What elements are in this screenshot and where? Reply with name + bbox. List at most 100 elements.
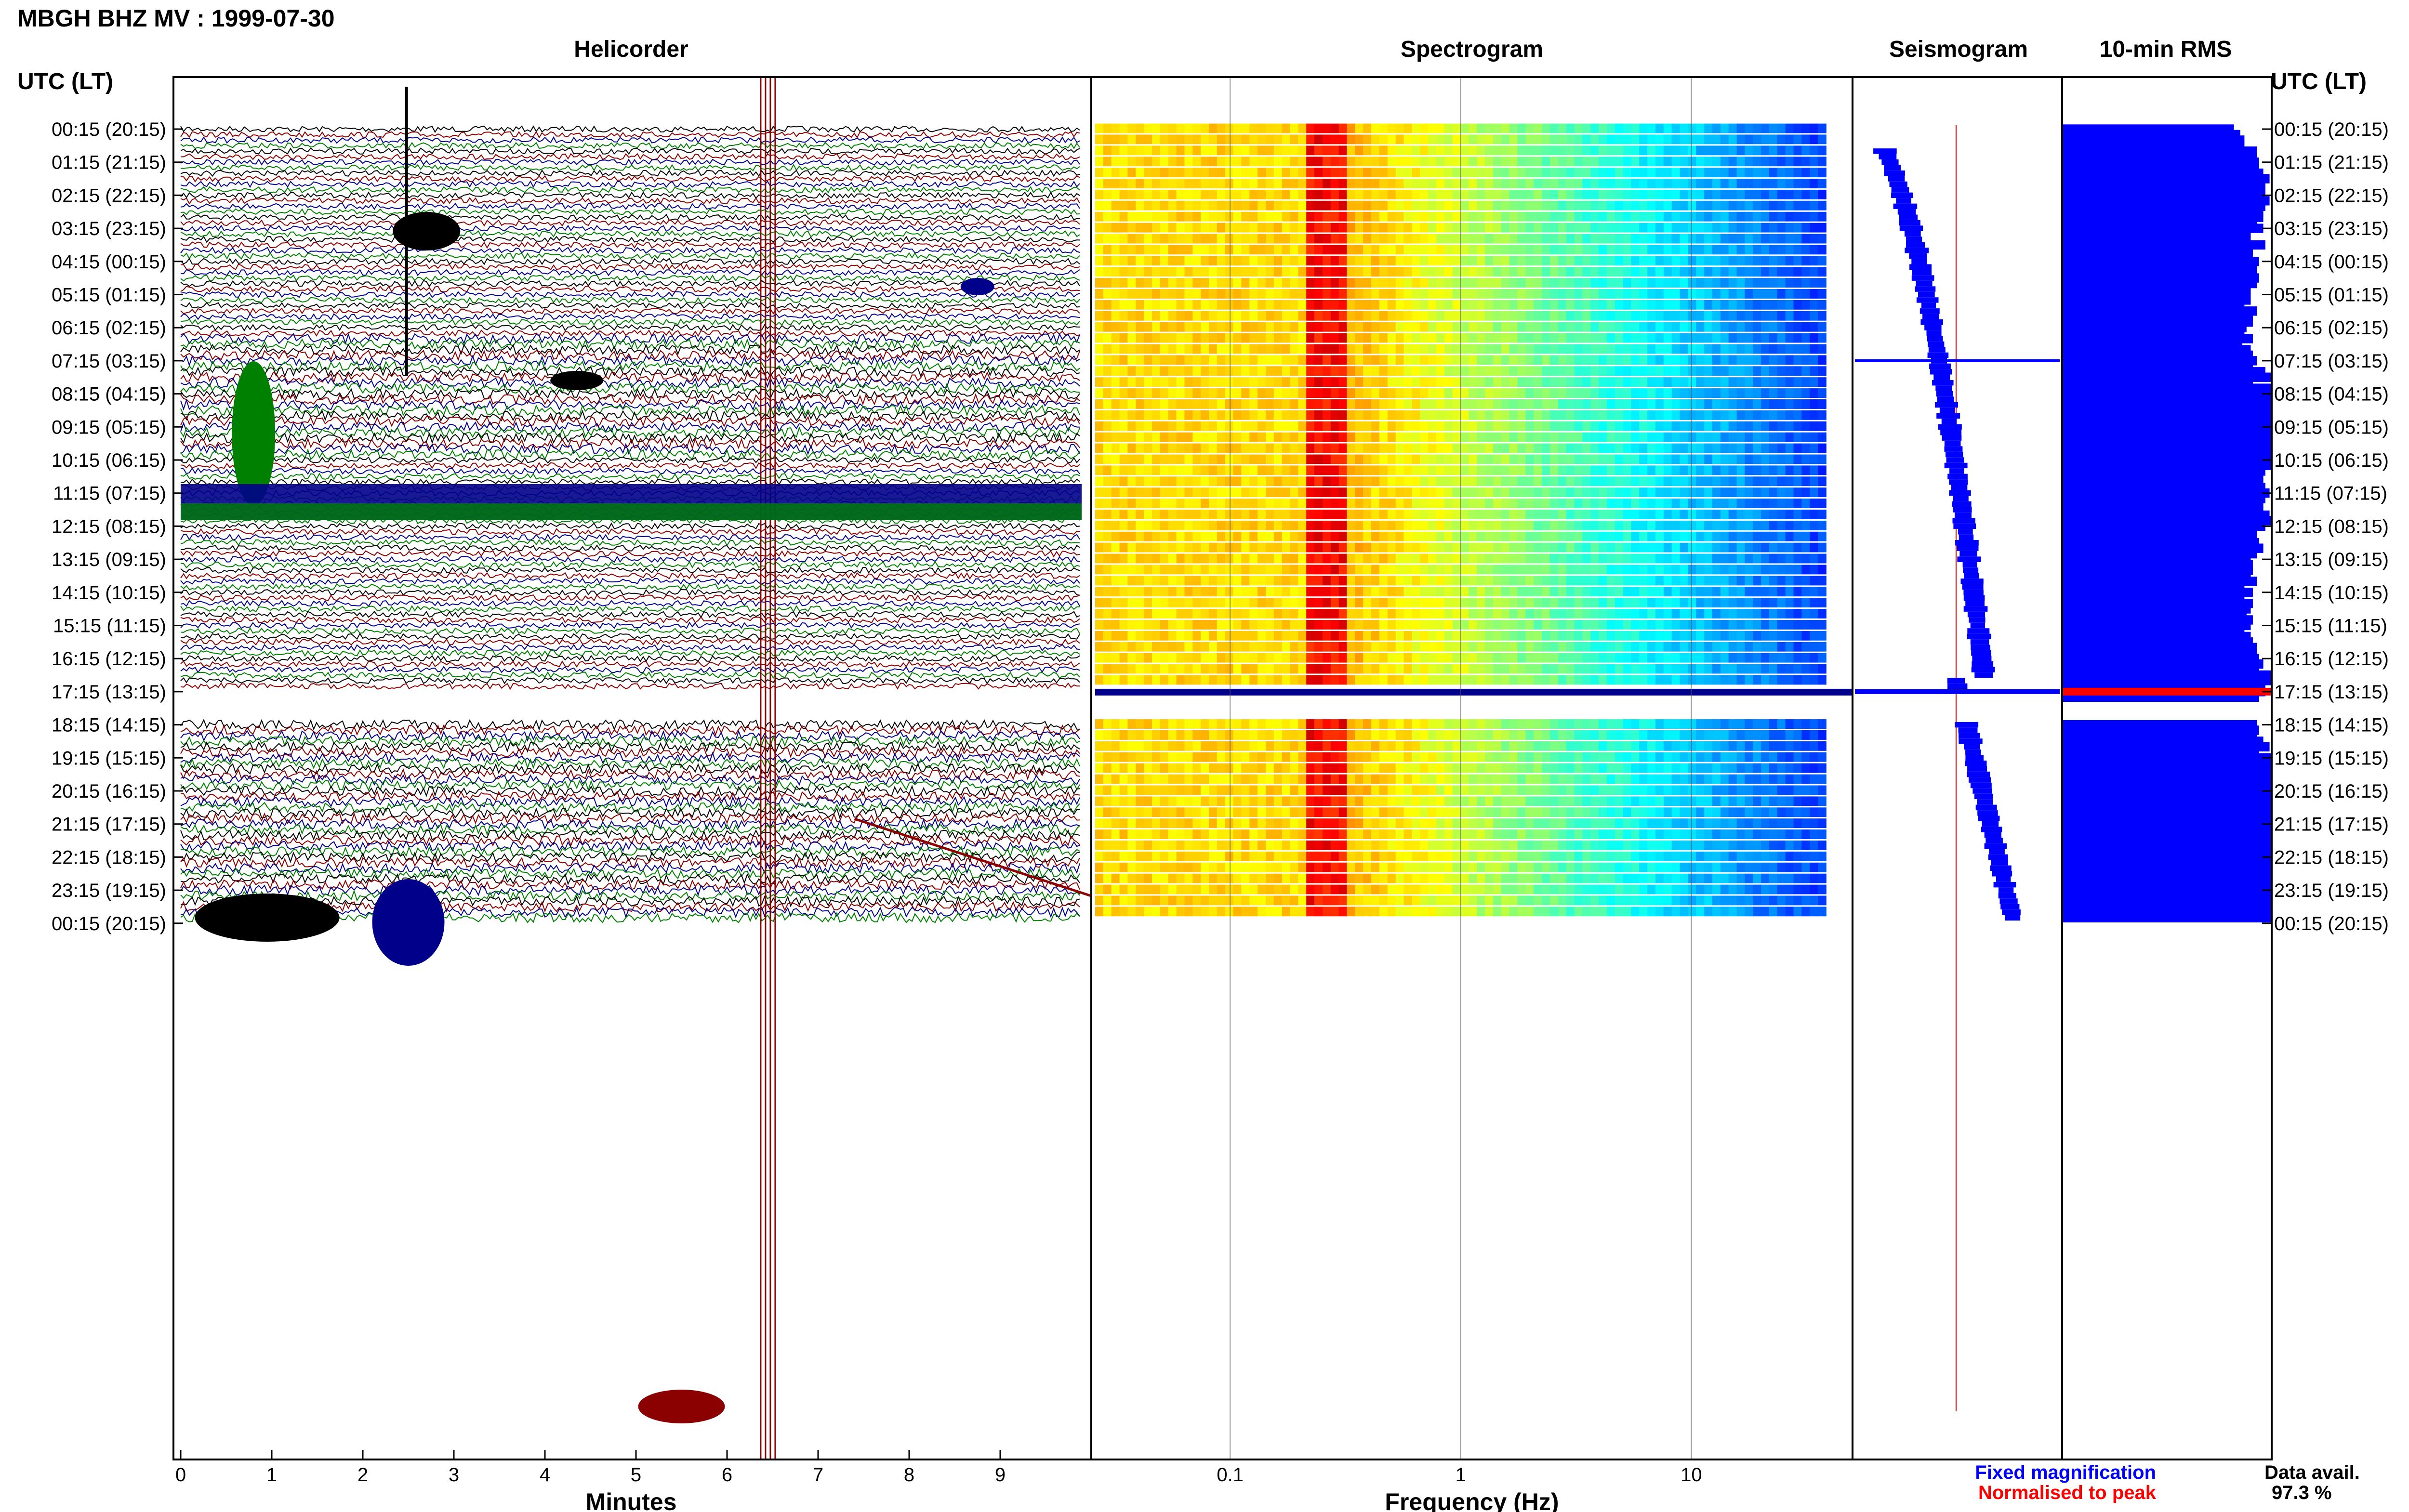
spectrogram-cell — [1769, 300, 1778, 310]
spectrogram-cell — [1655, 134, 1664, 145]
spectrogram-cell — [1217, 189, 1226, 199]
spectrogram-cell — [1176, 134, 1185, 145]
helicorder-trace-row — [180, 467, 1080, 475]
spectrogram-cell — [1736, 366, 1746, 376]
spectrogram-cell — [1249, 256, 1258, 266]
spectrogram-cell — [1736, 267, 1746, 277]
spectrogram-cell — [1290, 267, 1299, 277]
spectrogram-cell — [1801, 200, 1811, 210]
spectrogram-cell — [1542, 245, 1550, 255]
spectrogram-cell — [1111, 499, 1120, 508]
spectrogram-cell — [1266, 157, 1274, 167]
spectrogram-cell — [1160, 510, 1169, 519]
spectrogram-cell — [1769, 355, 1778, 365]
spectrogram-cell — [1728, 157, 1737, 167]
spectrogram-cell — [1801, 675, 1811, 685]
spectrogram-cell — [1477, 333, 1485, 343]
spectrogram-cell — [1549, 355, 1559, 365]
spectrogram-cell — [1371, 741, 1380, 751]
spectrogram-cell — [1810, 157, 1818, 167]
spectrogram-cell — [1249, 355, 1258, 365]
spectrogram-cell — [1217, 521, 1226, 530]
spectrogram-cell — [1680, 322, 1689, 332]
spectrogram-cell — [1314, 719, 1323, 729]
spectrogram-cell — [1127, 399, 1137, 409]
spectrogram-cell — [1712, 388, 1721, 398]
spectrogram-cell — [1477, 565, 1485, 575]
spectrogram-cell — [1810, 675, 1818, 685]
spectrogram-cell — [1152, 587, 1161, 597]
spectrogram-cell — [1127, 300, 1137, 310]
spectrogram-cell — [1347, 565, 1356, 575]
spectrogram-cell — [1590, 366, 1599, 376]
spectrogram-cell — [1509, 642, 1518, 652]
spectrogram-cell — [1338, 531, 1348, 541]
spectrogram-cell — [1257, 300, 1266, 310]
spectrogram-cell — [1387, 223, 1396, 233]
spectrogram-cell — [1485, 576, 1494, 586]
spectrogram-cell — [1696, 179, 1705, 188]
spectrogram-cell — [1168, 465, 1177, 475]
spectrogram-cell — [1493, 421, 1502, 431]
spectrogram-cell — [1168, 664, 1177, 674]
spectrogram-cell — [1127, 499, 1137, 508]
spectrogram-cell — [1233, 609, 1242, 618]
spectrogram-cell — [1184, 675, 1193, 685]
spectrogram-cell — [1412, 256, 1421, 266]
spectrogram-cell — [1192, 531, 1201, 541]
spectrogram-cell — [1606, 454, 1615, 464]
spectrogram-cell — [1233, 664, 1242, 674]
spectrogram-cell — [1257, 432, 1266, 442]
spectrogram-cell — [1192, 499, 1201, 508]
spectrogram-cell — [1233, 145, 1242, 156]
spectrogram-cell — [1119, 432, 1128, 442]
spectrogram-cell — [1298, 465, 1307, 475]
spectrogram-cell — [1785, 333, 1794, 343]
spectrogram-cell — [1615, 642, 1624, 652]
spectrogram-cell — [1314, 631, 1323, 641]
spectrogram-cell — [1655, 168, 1664, 178]
spectrogram-cell — [1793, 366, 1802, 376]
spectrogram-cell — [1136, 200, 1144, 210]
spectrogram-cell — [1801, 587, 1811, 597]
spectrogram-cell — [1436, 598, 1445, 608]
spectrogram-cell — [1631, 454, 1640, 464]
spectrogram-image: 0.1 1 10 — [1095, 77, 1853, 1486]
spectrogram-cell — [1330, 565, 1339, 575]
spectrogram-cell — [1549, 719, 1559, 729]
spectrogram-cell — [1509, 179, 1518, 188]
spectrogram-cell — [1606, 123, 1615, 133]
spectrogram-cell — [1680, 179, 1689, 188]
spectrogram-cell — [1168, 642, 1177, 652]
spectrogram-cell — [1793, 333, 1802, 343]
spectrogram-cell — [1818, 476, 1827, 486]
spectrogram-cell — [1509, 465, 1518, 475]
spectrogram-cell — [1517, 145, 1526, 156]
spectrogram-cell — [1639, 179, 1648, 188]
spectrogram-cell — [1176, 653, 1185, 663]
spectrogram-cell — [1493, 189, 1502, 199]
spectrogram-cell — [1428, 145, 1437, 156]
helicorder-trace-row — [180, 895, 1080, 907]
spectrogram-cell — [1696, 719, 1705, 729]
spectrogram-cell — [1785, 421, 1794, 431]
spectrogram-cell — [1290, 245, 1299, 255]
spectrogram-cell — [1306, 289, 1315, 299]
spectrogram-cell — [1266, 598, 1274, 608]
spectrogram-cell — [1777, 256, 1786, 266]
spectrogram-cell — [1509, 421, 1518, 431]
spectrogram-cell — [1793, 642, 1802, 652]
spectrogram-cell — [1534, 510, 1542, 519]
spectrogram-cell — [1647, 179, 1656, 188]
spectrogram-cell — [1469, 179, 1478, 188]
spectrogram-cell — [1119, 653, 1128, 663]
spectrogram-cell — [1525, 499, 1534, 508]
spectrogram-cell — [1631, 344, 1640, 354]
spectrogram-cell — [1323, 200, 1331, 210]
spectrogram-cell — [1517, 542, 1526, 552]
spectrogram-cell — [1599, 223, 1607, 233]
spectrogram-cell — [1355, 145, 1364, 156]
spectrogram-cell — [1501, 443, 1510, 453]
spectrogram-cell — [1566, 598, 1575, 608]
spectrogram-cell — [1338, 223, 1348, 233]
